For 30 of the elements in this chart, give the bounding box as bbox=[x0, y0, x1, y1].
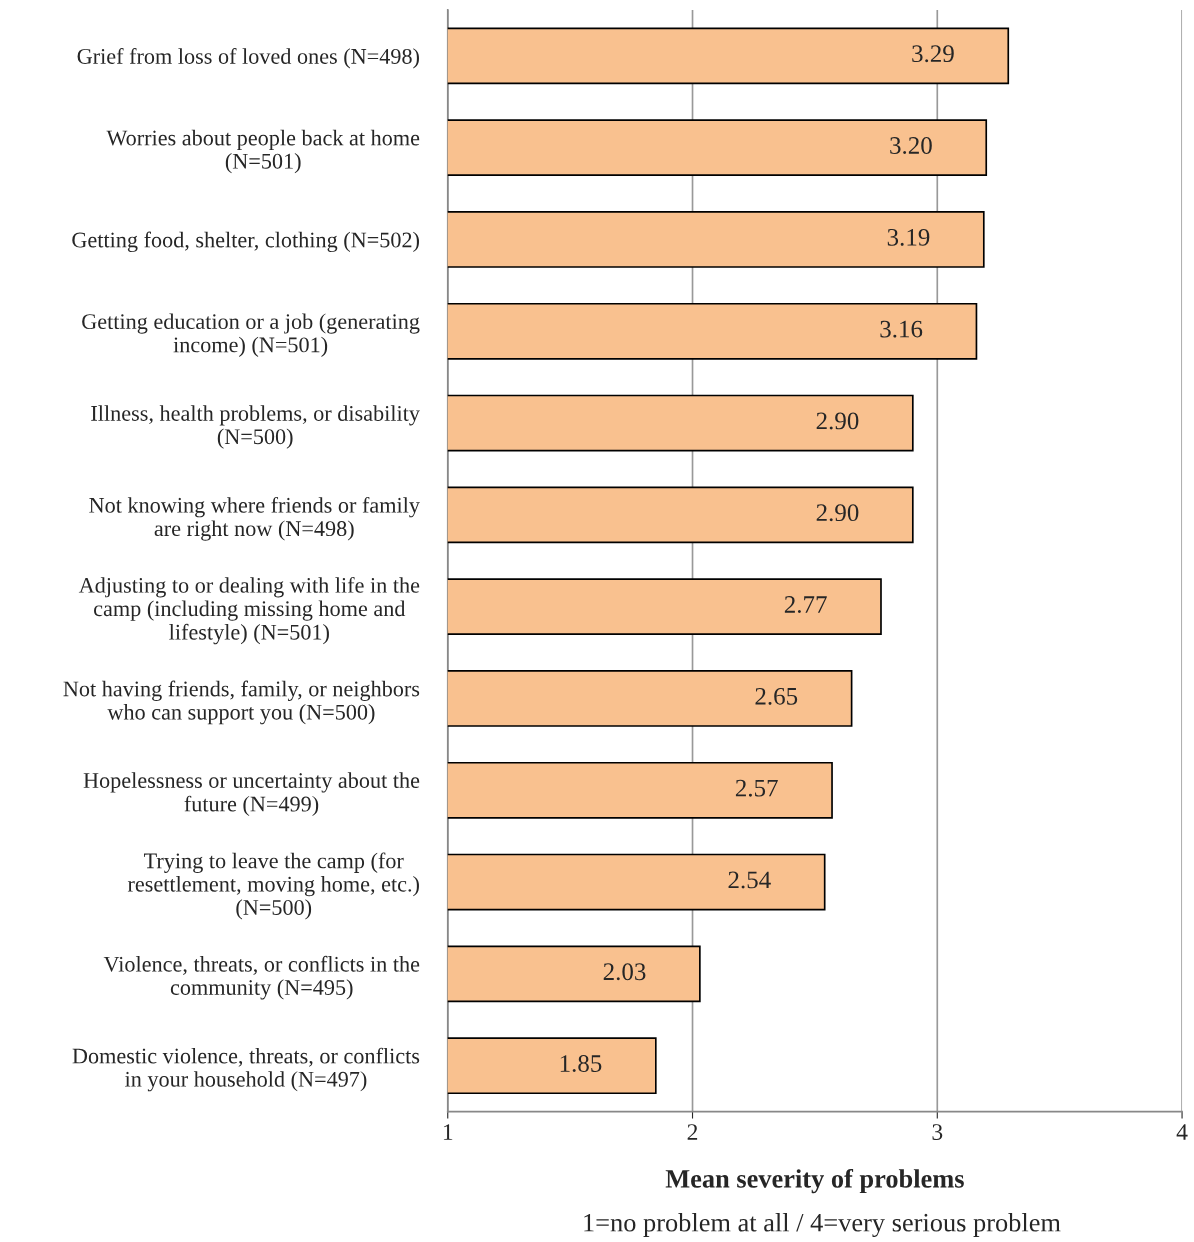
data-label: 2.90 bbox=[816, 412, 859, 430]
y-tick-label: Domestic violence, threats, or conflicts in your household (N=497) bbox=[72, 1047, 420, 1092]
y-tick-label: Not having friends, family, or neighbors who can support you (N=500) bbox=[63, 680, 420, 725]
y-tick-label: Adjusting to or dealing with life in the camp (including missing home and lifestyle) (N=501) bbox=[78, 576, 420, 645]
data-label: 1.85 bbox=[560, 1055, 602, 1073]
x-tick-label: 1 bbox=[443, 1124, 453, 1140]
y-tick-label: Violence, threats, or conflicts in the community (N=495) bbox=[103, 955, 420, 1000]
data-label: 2.54 bbox=[728, 871, 771, 889]
y-tick-label: Illness, health problems, or disability (N=500) bbox=[91, 405, 420, 449]
y-tick-label: Not knowing where friends or family are right now (N=498) bbox=[89, 496, 420, 541]
x-axis-title: Mean severity of problems bbox=[665, 1168, 964, 1194]
data-label: 3.29 bbox=[912, 45, 954, 63]
x-tick-label: 4 bbox=[1176, 1124, 1188, 1140]
y-tick-label: Trying to leave the camp (for resettlement, moving home, etc.) (N=500) bbox=[127, 852, 419, 920]
text: 1=no problem at all / 4=very serious problem bbox=[584, 1213, 1061, 1238]
data-label: 2.77 bbox=[784, 596, 827, 614]
x-tick-label: 3 bbox=[932, 1124, 943, 1141]
data-label: 2.03 bbox=[603, 963, 646, 981]
y-tick-label: Getting education or a job (generating income) (N=501) bbox=[82, 313, 420, 357]
y-tick-label: Worries about people back at home (N=501) bbox=[106, 129, 420, 174]
data-label: 3.19 bbox=[887, 228, 930, 246]
x-tick-label: 2 bbox=[687, 1124, 698, 1140]
data-label: 2.57 bbox=[735, 779, 778, 797]
y-tick-label: Grief from loss of loved ones (N=498) bbox=[77, 48, 419, 69]
data-label: 2.90 bbox=[816, 504, 859, 522]
data-label: 3.20 bbox=[890, 137, 932, 155]
y-tick-label: Hopelessness or uncertainty about the future (N=499) bbox=[83, 772, 420, 817]
data-label: 2.65 bbox=[755, 687, 798, 705]
y-tick-label: Getting food, shelter, clothing (N=502) bbox=[72, 231, 419, 253]
data-label: 3.16 bbox=[880, 320, 923, 338]
